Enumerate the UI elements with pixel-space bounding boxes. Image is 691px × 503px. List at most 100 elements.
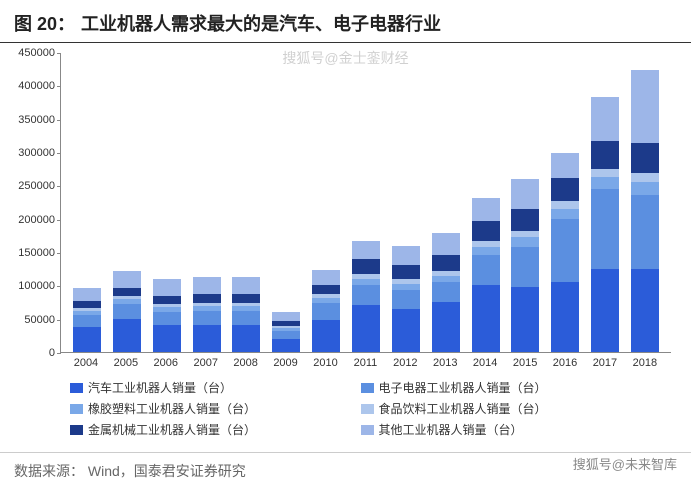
bar-segment [352,259,380,274]
bar-segment [113,271,141,288]
bar-group [352,241,380,352]
x-tick-label: 2014 [471,357,499,369]
bar-group [113,271,141,352]
bar-segment [591,189,619,269]
bar-segment [591,141,619,169]
bar-segment [631,70,659,143]
bar-segment [73,288,101,301]
chart-title: 工业机器人需求最大的是汽车、电子电器行业 [81,10,441,36]
bar-segment [551,209,579,219]
bar-group [153,279,181,352]
bar-segment [193,294,221,303]
y-tick-label: 450000 [10,47,55,59]
chart-title-bar: 图 20： 工业机器人需求最大的是汽车、电子电器行业 [0,0,691,43]
bar-segment [312,320,340,352]
bar-segment [511,231,539,238]
bar-segment [551,219,579,282]
legend-label: 橡胶塑料工业机器人销量（台） [88,400,256,417]
bar-segment [312,285,340,294]
y-tick-label: 0 [10,347,55,359]
bar-segment [511,247,539,287]
bar-group [551,153,579,352]
bar-group [392,246,420,352]
legend-label: 食品饮料工业机器人销量（台） [379,400,547,417]
x-tick-label: 2012 [391,357,419,369]
y-axis: 0500001000001500002000002500003000003500… [10,53,55,353]
bar-group [73,288,101,352]
bar-segment [392,309,420,352]
y-tick-label: 300000 [10,147,55,159]
legend-label: 金属机械工业机器人销量（台） [88,421,256,438]
bar-segment [551,178,579,201]
x-axis-labels: 2004200520062007200820092010201120122013… [60,357,671,369]
bar-segment [631,269,659,352]
bar-segment [631,182,659,195]
bar-segment [472,221,500,241]
bar-segment [591,177,619,189]
bar-segment [73,327,101,352]
x-tick-label: 2015 [511,357,539,369]
bar-segment [232,294,260,303]
bar-group [631,70,659,352]
bar-group [272,312,300,352]
bar-segment [631,173,659,182]
bar-segment [551,282,579,352]
bar-segment [272,339,300,352]
bar-segment [432,302,460,352]
bar-segment [312,303,340,320]
bar-group [591,97,619,352]
y-tick-label: 50000 [10,314,55,326]
bar-segment [193,325,221,352]
bar-group [312,270,340,352]
bar-segment [472,285,500,352]
bar-group [232,277,260,352]
bar-segment [472,198,500,221]
bar-segment [511,237,539,246]
x-tick-label: 2004 [72,357,100,369]
bar-segment [232,325,260,352]
bar-segment [352,279,380,286]
bar-segment [153,312,181,325]
watermark-bottom: 搜狐号@未来智库 [573,454,677,473]
legend-item: 汽车工业机器人销量（台） [70,379,361,396]
x-tick-label: 2007 [192,357,220,369]
legend-swatch [70,425,83,435]
bar-segment [272,331,300,339]
legend-swatch [361,383,374,393]
bar-group [193,277,221,352]
y-tick-label: 400000 [10,80,55,92]
bar-segment [153,296,181,304]
bar-segment [631,195,659,268]
x-tick-label: 2010 [311,357,339,369]
figure-number: 图 20： [14,10,75,36]
bar-segment [591,169,619,177]
bar-group [472,198,500,352]
legend-swatch [361,425,374,435]
chart-legend: 汽车工业机器人销量（台）电子电器工业机器人销量（台） 橡胶塑料工业机器人销量（台）… [70,379,651,442]
bar-segment [73,315,101,327]
x-tick-label: 2013 [431,357,459,369]
bar-segment [73,301,101,308]
x-tick-label: 2005 [112,357,140,369]
bar-segment [551,153,579,178]
bar-segment [113,304,141,319]
bar-segment [193,277,221,294]
bar-segment [511,179,539,209]
bar-segment [312,270,340,285]
bar-group [432,233,460,352]
bar-segment [551,201,579,208]
y-tick-label: 250000 [10,180,55,192]
x-tick-label: 2009 [272,357,300,369]
legend-item: 电子电器工业机器人销量（台） [361,379,652,396]
y-tick-label: 100000 [10,280,55,292]
x-tick-label: 2018 [631,357,659,369]
bar-segment [352,285,380,305]
legend-swatch [70,383,83,393]
bar-segment [432,233,460,254]
source-label: 数据来源： [14,463,84,479]
bar-segment [392,246,420,265]
bar-segment [392,265,420,280]
bar-segment [591,97,619,140]
legend-swatch [361,404,374,414]
bar-segment [591,269,619,352]
